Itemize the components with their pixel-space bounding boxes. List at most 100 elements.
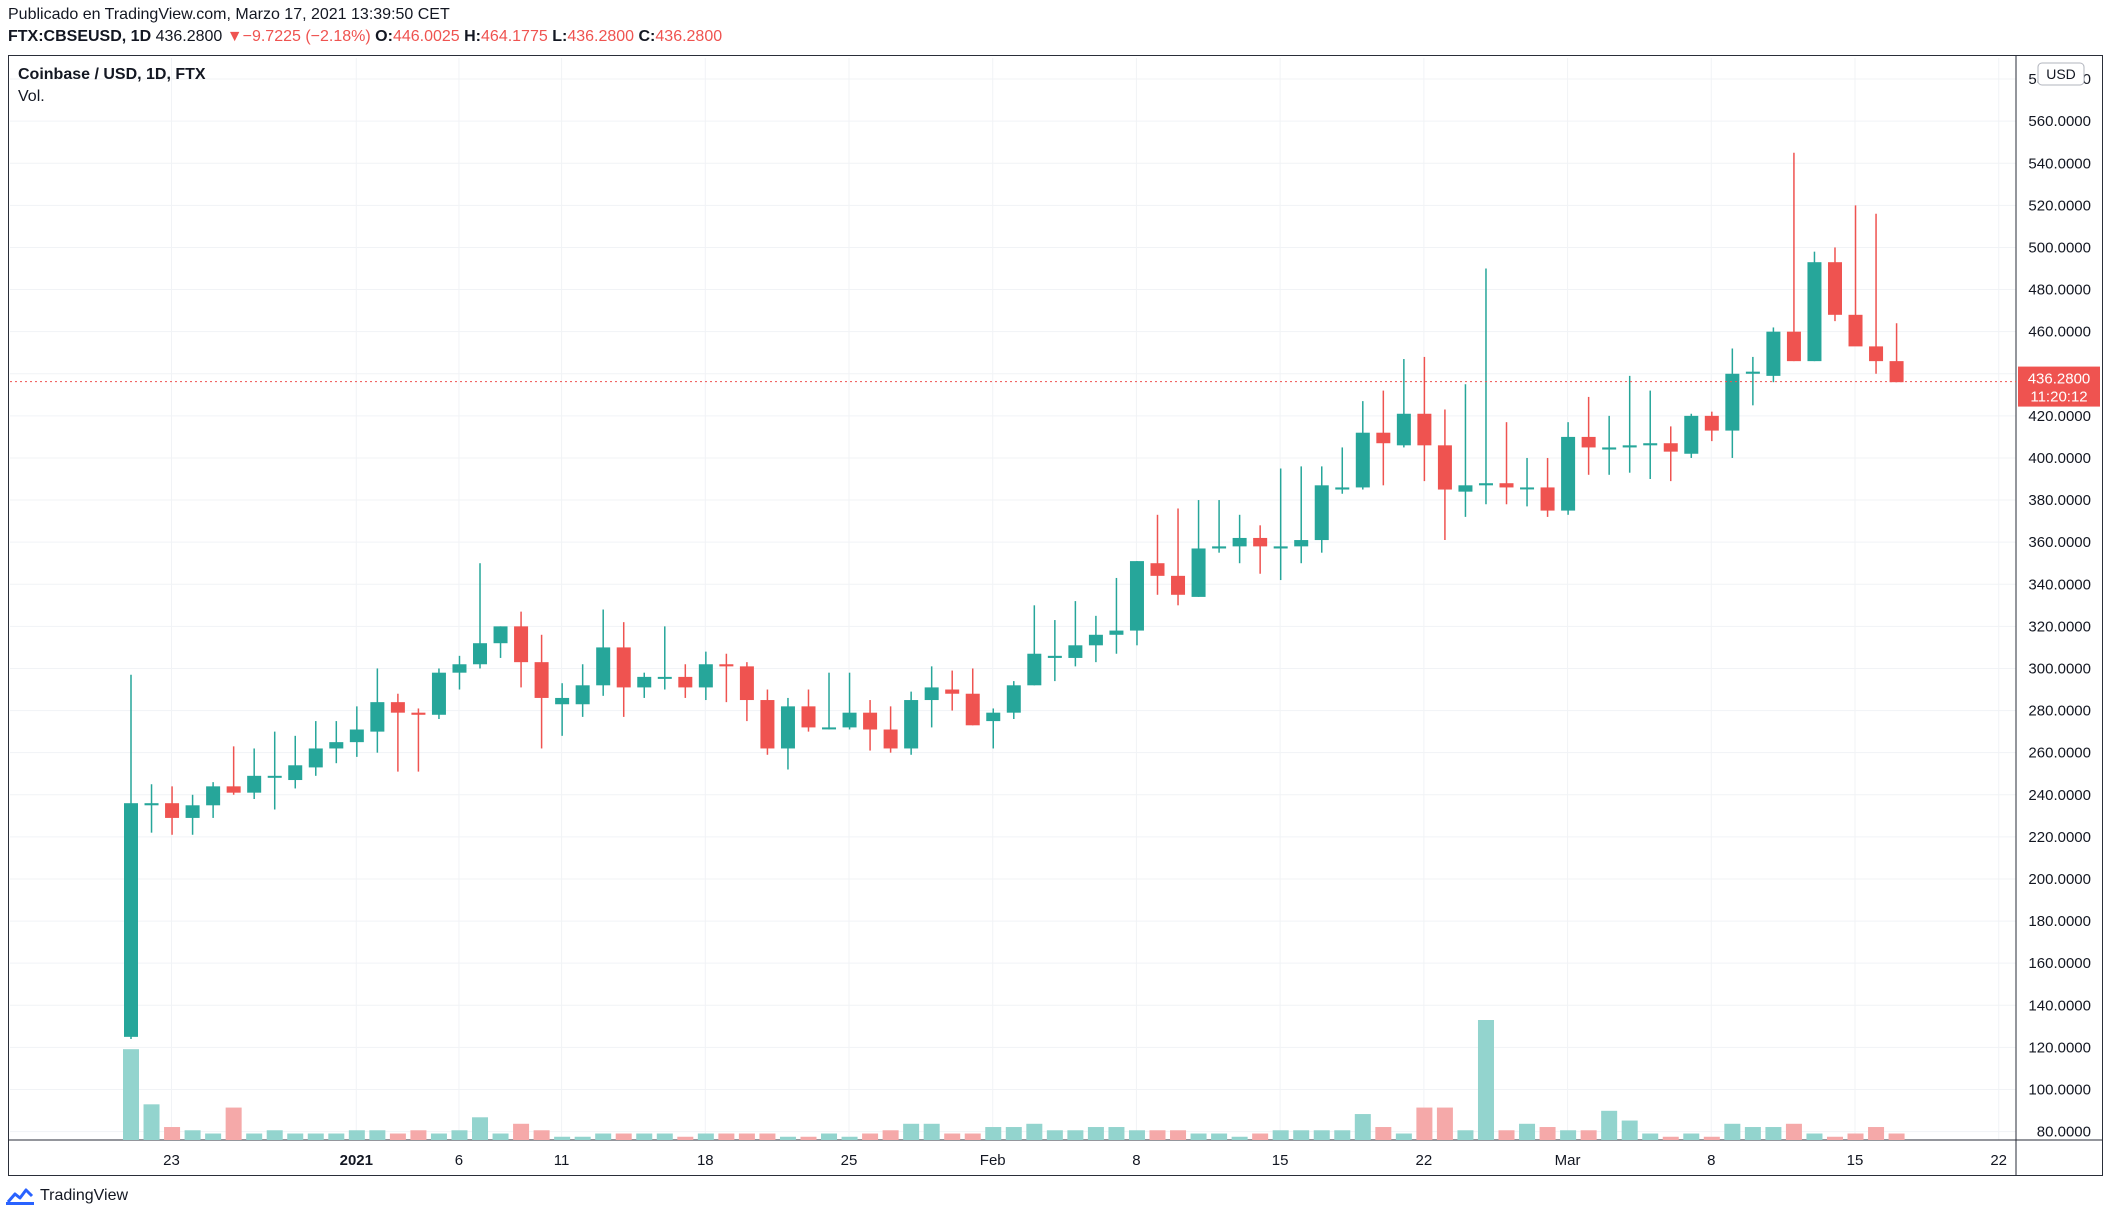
volume-bar [1170, 1130, 1187, 1140]
volume-bar [1375, 1127, 1392, 1140]
candle-body [1027, 653, 1042, 686]
time-axis-label: 8 [1132, 1152, 1140, 1169]
candle-body [1520, 487, 1535, 490]
chart-frame[interactable] [8, 55, 2103, 1176]
volume-bar [246, 1133, 263, 1140]
price-axis-label: 240.0000 [2028, 787, 2091, 804]
price-axis-label: 140.0000 [2028, 997, 2091, 1014]
volume-bar [1087, 1127, 1104, 1140]
volume-bar [1847, 1133, 1864, 1140]
candle-body [1355, 432, 1370, 488]
volume-bar [1354, 1114, 1371, 1140]
volume-bar [595, 1133, 612, 1140]
price-axis-label: 400.0000 [2028, 450, 2091, 467]
candle-body [883, 729, 898, 749]
candle-body [1663, 443, 1678, 452]
candle-body [555, 697, 570, 705]
volume-bar [348, 1130, 365, 1140]
candle-body [473, 643, 488, 665]
candle-body [1417, 413, 1432, 446]
volume-bar [1539, 1127, 1556, 1140]
symbol-label: FTX:CBSEUSD, 1D [8, 28, 152, 45]
candle-body [822, 727, 837, 730]
price-axis-label: 120.0000 [2028, 1039, 2091, 1056]
candle-body [678, 676, 693, 688]
candle-body [1725, 373, 1740, 431]
candle-body [1622, 445, 1637, 448]
currency-badge-box [2037, 62, 2085, 86]
candle-body [1396, 413, 1411, 446]
volume-bar [451, 1130, 468, 1140]
volume-bar [697, 1133, 714, 1140]
volume-bar [677, 1136, 694, 1140]
volume-bar [1272, 1130, 1289, 1140]
candle-body [165, 803, 180, 818]
candle-body [1643, 443, 1658, 446]
candle-body [801, 706, 816, 728]
price-axis-label: 80.0000 [2037, 1124, 2091, 1141]
volume-bar [1703, 1136, 1720, 1140]
price-axis-label: 280.0000 [2028, 703, 2091, 720]
candle-body [616, 647, 631, 688]
volume-bar [944, 1133, 961, 1140]
volume-bar [1436, 1107, 1453, 1140]
volume-bar [554, 1136, 571, 1140]
candle-body [452, 664, 467, 673]
volume-bar [492, 1133, 509, 1140]
price-axis-label: 100.0000 [2028, 1081, 2091, 1098]
candle-body [1684, 415, 1699, 454]
last-price-marker-value: 436.2800 [2028, 371, 2091, 388]
candle-body [1869, 346, 1884, 362]
volume-bar [1046, 1130, 1063, 1140]
candle-body [1232, 537, 1247, 547]
volume-bar [574, 1136, 591, 1140]
pane-title: Coinbase / USD, 1D, FTX [18, 66, 206, 83]
volume-bar [759, 1133, 776, 1140]
time-axis-label: 18 [697, 1152, 714, 1169]
candle-body [1294, 540, 1309, 547]
time-axis-label: 15 [1272, 1152, 1289, 1169]
volume-bar [1108, 1127, 1125, 1140]
price-axis-label: 300.0000 [2028, 660, 2091, 677]
time-axis-label: 8 [1707, 1152, 1715, 1169]
volume-bar [1334, 1130, 1351, 1140]
price-axis-label: 520.0000 [2028, 197, 2091, 214]
candle-body [986, 712, 1001, 722]
volume-bar [1313, 1130, 1330, 1140]
volume-bar [1642, 1133, 1659, 1140]
volume-bar [1580, 1130, 1597, 1140]
price-axis-label: 500.0000 [2028, 239, 2091, 256]
candle-body [1006, 685, 1021, 713]
volume-bar [1231, 1136, 1248, 1140]
price-axis-label: 320.0000 [2028, 618, 2091, 635]
volume-bar [1457, 1130, 1474, 1140]
candle-body [267, 775, 282, 778]
candle-body [1437, 445, 1452, 490]
volume-bar [369, 1130, 386, 1140]
volume-bar [1128, 1130, 1145, 1140]
volume-bar [636, 1133, 653, 1140]
candle-body [1786, 331, 1801, 362]
candle-body [247, 775, 262, 793]
candle-body [657, 676, 672, 679]
candle-body [780, 706, 795, 749]
volume-bar [656, 1133, 673, 1140]
candle-body [1335, 487, 1350, 490]
price-axis-label: 340.0000 [2028, 576, 2091, 593]
candle-body [760, 700, 775, 749]
candle-body [739, 666, 754, 701]
candle-body [493, 626, 508, 644]
volume-bar [164, 1127, 181, 1140]
candle-body [1109, 630, 1124, 635]
volume-bar [143, 1104, 160, 1140]
volume-bar [123, 1049, 139, 1140]
close-value: 436.2800 [655, 28, 723, 45]
tradingview-footer[interactable]: TradingView [6, 1186, 128, 1206]
candle-body [1171, 575, 1186, 595]
last-price-marker-box [2018, 366, 2100, 407]
candle-body [1807, 262, 1822, 362]
time-axis-label: Mar [1555, 1152, 1581, 1169]
volume-bar [985, 1127, 1002, 1140]
low-label: L: [552, 28, 568, 45]
